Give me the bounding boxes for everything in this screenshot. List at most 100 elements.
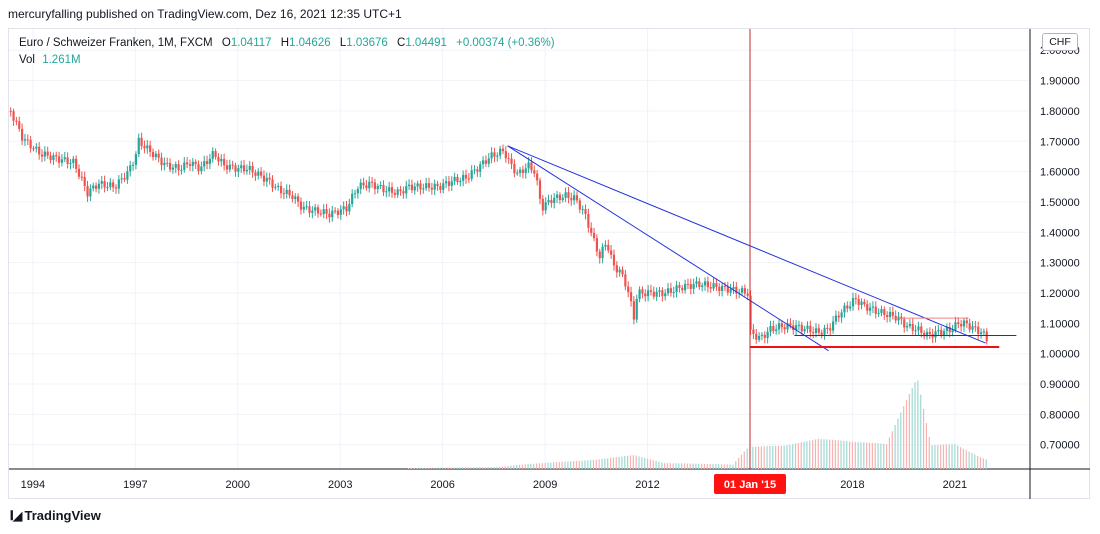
candle-body xyxy=(368,181,371,189)
candle-body xyxy=(555,194,559,198)
symbol-name[interactable]: Euro / Schweizer Franken, 1M, FXCM xyxy=(19,37,213,49)
candle-body xyxy=(803,328,806,332)
trendline[interactable] xyxy=(507,145,829,352)
volume-bar xyxy=(712,464,714,469)
volume-bar xyxy=(920,394,922,469)
candle-body xyxy=(311,210,314,213)
volume-bar xyxy=(766,446,768,469)
candle-body xyxy=(729,289,732,293)
candle-body xyxy=(914,330,917,332)
y-tick-label: 1.00000 xyxy=(1040,349,1080,361)
candle-body xyxy=(610,250,613,255)
candle-body xyxy=(453,176,456,182)
candle-body xyxy=(208,158,211,164)
candle-body xyxy=(550,200,553,204)
candle-body xyxy=(390,187,394,193)
candle-body xyxy=(570,198,573,201)
candle-body xyxy=(738,292,741,294)
candle-body xyxy=(12,111,15,121)
candle-body xyxy=(891,311,894,316)
volume-bar xyxy=(433,467,435,469)
candle-body xyxy=(604,244,607,247)
volume-bar xyxy=(974,454,976,469)
candle-body xyxy=(817,328,820,333)
chart-frame[interactable] xyxy=(8,28,1090,499)
candle-body xyxy=(285,189,288,194)
volume-bar xyxy=(558,462,560,469)
volume-bar xyxy=(811,440,814,469)
volume-bar xyxy=(954,444,956,469)
currency-badge[interactable]: CHF xyxy=(1042,33,1078,51)
volume-bar xyxy=(880,443,882,469)
tradingview-logo[interactable]: 𝐥◢ TradingView xyxy=(10,508,101,524)
candle-body xyxy=(177,164,180,171)
candle-body xyxy=(763,334,766,338)
candle-body xyxy=(797,324,801,326)
close-value: 1.04491 xyxy=(405,37,447,49)
candle-body xyxy=(197,164,200,172)
candle-body xyxy=(735,286,738,294)
candle-body xyxy=(883,309,886,316)
volume-bar xyxy=(541,463,543,469)
candle-body xyxy=(265,177,268,182)
volume-bar xyxy=(928,436,930,469)
volume-bar xyxy=(706,463,708,469)
volume-bar xyxy=(885,444,888,469)
volume-bar xyxy=(914,382,916,469)
volume-bar xyxy=(575,460,578,469)
candle-body xyxy=(49,155,52,161)
date-badge[interactable] xyxy=(713,474,786,494)
volume-bar xyxy=(937,444,939,469)
date-badge-label: 01 Jan '15 xyxy=(724,479,776,491)
candle-body xyxy=(473,169,476,171)
volume-bar xyxy=(675,463,677,469)
volume-bar xyxy=(931,445,933,469)
y-tick-label: 1.70000 xyxy=(1040,136,1080,148)
candle-body xyxy=(487,158,490,164)
candle-body xyxy=(658,290,661,292)
candle-body xyxy=(846,305,849,309)
volume-bar xyxy=(729,464,731,469)
volume-bar xyxy=(547,462,549,469)
candle-body xyxy=(60,159,64,163)
tradingview-logo-text: TradingView xyxy=(24,508,101,523)
volume-bar xyxy=(891,431,893,469)
trendline[interactable] xyxy=(507,145,986,344)
volume-bar xyxy=(803,441,805,469)
volume-bar xyxy=(456,467,458,469)
volume-bar xyxy=(948,444,950,469)
candle-body xyxy=(760,334,764,336)
candle-body xyxy=(388,187,391,192)
candle-body xyxy=(843,305,846,313)
candle-body xyxy=(831,321,835,331)
volume-bar xyxy=(715,464,717,469)
candle-body xyxy=(544,202,547,211)
x-tick-label: 2018 xyxy=(840,479,864,491)
volume-bar xyxy=(809,440,811,469)
high-value: 1.04626 xyxy=(289,37,331,49)
candle-body xyxy=(481,160,485,165)
candle-body xyxy=(228,164,231,170)
volume-bar xyxy=(666,463,669,469)
candle-body xyxy=(55,155,58,157)
candle-body xyxy=(584,209,587,214)
candle-body xyxy=(806,325,809,329)
candle-body xyxy=(240,165,243,169)
candle-body xyxy=(288,189,291,196)
candle-body xyxy=(385,191,388,193)
candle-body xyxy=(740,288,744,293)
candle-body xyxy=(558,194,562,200)
volume-bar xyxy=(982,458,984,469)
candle-body xyxy=(849,306,852,309)
candle-body xyxy=(248,165,251,170)
y-tick-label: 1.30000 xyxy=(1040,258,1080,270)
low-value: 1.03676 xyxy=(346,37,388,49)
candle-body xyxy=(433,183,436,190)
candle-body xyxy=(624,274,627,287)
volume-bar xyxy=(461,467,464,469)
candle-body xyxy=(402,191,405,194)
candle-body xyxy=(450,181,453,186)
candle-body xyxy=(83,177,86,186)
candle-body xyxy=(777,323,781,330)
